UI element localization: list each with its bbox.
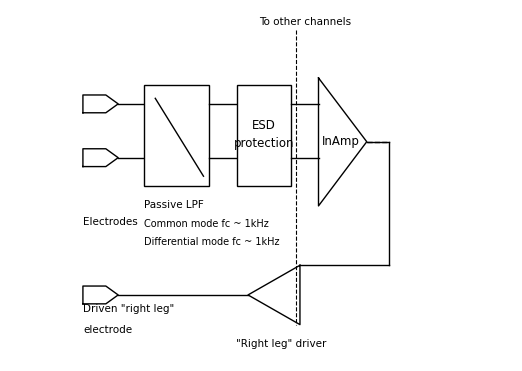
Text: InAmp: InAmp (322, 135, 360, 148)
Text: Driven "right leg": Driven "right leg" (83, 304, 174, 314)
Text: ESD: ESD (252, 118, 276, 132)
Text: electrode: electrode (83, 325, 132, 335)
Text: Differential mode fc ~ 1kHz: Differential mode fc ~ 1kHz (144, 237, 280, 247)
Text: Passive LPF: Passive LPF (144, 200, 204, 210)
Bar (237, 85, 291, 186)
Text: Electrodes: Electrodes (83, 217, 138, 227)
Text: To other channels: To other channels (259, 17, 352, 27)
Text: Common mode fc ~ 1kHz: Common mode fc ~ 1kHz (144, 219, 269, 229)
Text: protection: protection (234, 137, 294, 150)
Text: "Right leg" driver: "Right leg" driver (236, 339, 327, 349)
Bar (144, 85, 209, 186)
